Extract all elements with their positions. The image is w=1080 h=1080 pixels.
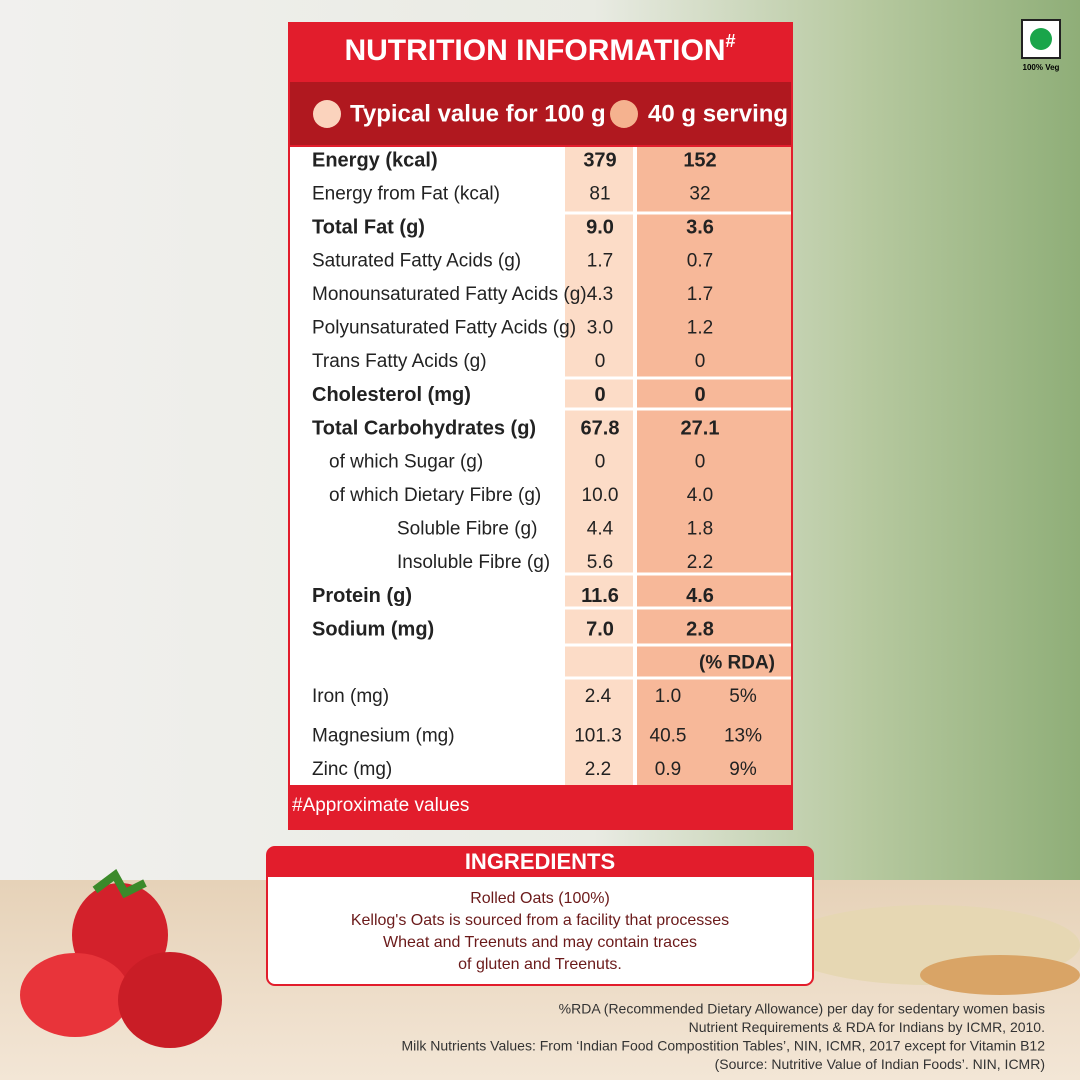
- value-rda: 5%: [729, 686, 757, 707]
- value-100g: 4.4: [587, 519, 614, 540]
- nutrient-name: Soluble Fibre (g): [397, 519, 537, 540]
- bullet: [313, 100, 341, 128]
- value-100g: 11.6: [581, 585, 619, 607]
- nutrient-name: Insoluble Fibre (g): [397, 552, 550, 573]
- title-mark: #: [726, 31, 736, 51]
- nutrient-name: Total Fat (g): [312, 216, 425, 238]
- column-header-band: [290, 82, 791, 145]
- bullet: [610, 100, 638, 128]
- nutrient-name: Cholesterol (mg): [312, 384, 471, 406]
- nutrient-name: Trans Fatty Acids (g): [312, 351, 487, 372]
- value-100g: 9.0: [586, 216, 614, 238]
- value-serving: 1.7: [687, 284, 713, 305]
- mineral-name: Iron (mg): [312, 686, 389, 707]
- nutrient-name: Saturated Fatty Acids (g): [312, 251, 521, 272]
- value-100g: 1.7: [587, 251, 613, 272]
- value-100g: 0: [594, 384, 605, 406]
- value-100g: 0: [595, 452, 606, 473]
- value-100g: 5.6: [587, 552, 613, 573]
- value-serving: 4.6: [686, 585, 714, 607]
- nutrient-name: of which Dietary Fibre (g): [329, 485, 541, 506]
- ingredient-line: Kellog's Oats is sourced from a facility…: [351, 912, 729, 929]
- value-serving: 0: [695, 452, 706, 473]
- value-rda: 13%: [724, 726, 762, 747]
- value-serving: 0.7: [687, 251, 713, 272]
- nutrient-name: Protein (g): [312, 585, 412, 607]
- value-100g: 2.2: [585, 759, 611, 780]
- value-serving: 40.5: [650, 726, 687, 747]
- value-serving: 27.1: [681, 417, 720, 439]
- value-100g: 10.0: [582, 485, 619, 506]
- footnote: #Approximate values: [292, 795, 469, 816]
- mineral-name: Magnesium (mg): [312, 726, 455, 747]
- column-header: 40 g serving: [648, 100, 788, 127]
- veg-badge: 100% Veg: [1021, 19, 1061, 72]
- nutrient-name: of which Sugar (g): [329, 452, 483, 473]
- footer-line: (Source: Nutritive Value of Indian Foods…: [715, 1056, 1045, 1072]
- ingredients-title: INGREDIENTS: [465, 849, 615, 874]
- value-serving: 3.6: [686, 216, 714, 238]
- value-serving: 152: [683, 149, 716, 171]
- footer-line: %RDA (Recommended Dietary Allowance) per…: [559, 1001, 1045, 1017]
- strawberries: [20, 869, 222, 1048]
- value-serving: 1.8: [687, 519, 713, 540]
- title: NUTRITION INFORMATION: [344, 34, 725, 67]
- nutrient-name: Energy from Fat (kcal): [312, 184, 500, 205]
- value-100g: 101.3: [574, 726, 622, 747]
- ingredient-line: Rolled Oats (100%): [470, 890, 610, 907]
- ingredients-band: [267, 847, 813, 877]
- value-100g: 0: [595, 351, 606, 372]
- panel-title: NUTRITION INFORMATION#: [344, 31, 735, 67]
- generated: Energy (kcal) 379 152 Energy from Fat (kcal…: [312, 149, 1045, 1072]
- column-header: Typical value for 100 g: [350, 100, 606, 127]
- value-100g: 67.8: [581, 417, 620, 439]
- value-serving: 0.9: [655, 759, 681, 780]
- value-100g: 3.0: [587, 318, 613, 339]
- badge-label: 100% Veg: [1023, 63, 1060, 72]
- value-serving: 32: [689, 184, 710, 205]
- value-100g: 7.0: [586, 618, 614, 640]
- ingredient-line: Wheat and Treenuts and may contain trace…: [383, 934, 697, 951]
- value-100g: 81: [589, 184, 610, 205]
- value-serving: 1.0: [655, 686, 681, 707]
- footer-line: Milk Nutrients Values: From ‘Indian Food…: [402, 1038, 1046, 1054]
- nutrient-name: Energy (kcal): [312, 149, 438, 171]
- mineral-name: Zinc (mg): [312, 759, 392, 780]
- value-serving: 1.2: [687, 318, 713, 339]
- value-100g: 379: [583, 149, 616, 171]
- nutrient-name: Monounsaturated Fatty Acids (g): [312, 284, 587, 305]
- dividers: [565, 211, 791, 680]
- ingredient-line: of gluten and Treenuts.: [458, 956, 622, 973]
- value-serving: 4.0: [687, 485, 713, 506]
- footer-line: Nutrient Requirements & RDA for Indians …: [689, 1019, 1045, 1035]
- value-serving: 0: [695, 351, 706, 372]
- nutrient-name: Polyunsaturated Fatty Acids (g): [312, 318, 576, 339]
- value-100g: 2.4: [585, 686, 612, 707]
- oats: [780, 905, 1080, 995]
- rda-header: (% RDA): [699, 653, 775, 674]
- value-serving: 2.8: [686, 618, 714, 640]
- nutrient-name: Total Carbohydrates (g): [312, 417, 536, 439]
- value-serving: 2.2: [687, 552, 713, 573]
- value-100g: 4.3: [587, 284, 613, 305]
- value-serving: 0: [694, 384, 705, 406]
- nutrient-name: Sodium (mg): [312, 618, 434, 640]
- value-rda: 9%: [729, 759, 757, 780]
